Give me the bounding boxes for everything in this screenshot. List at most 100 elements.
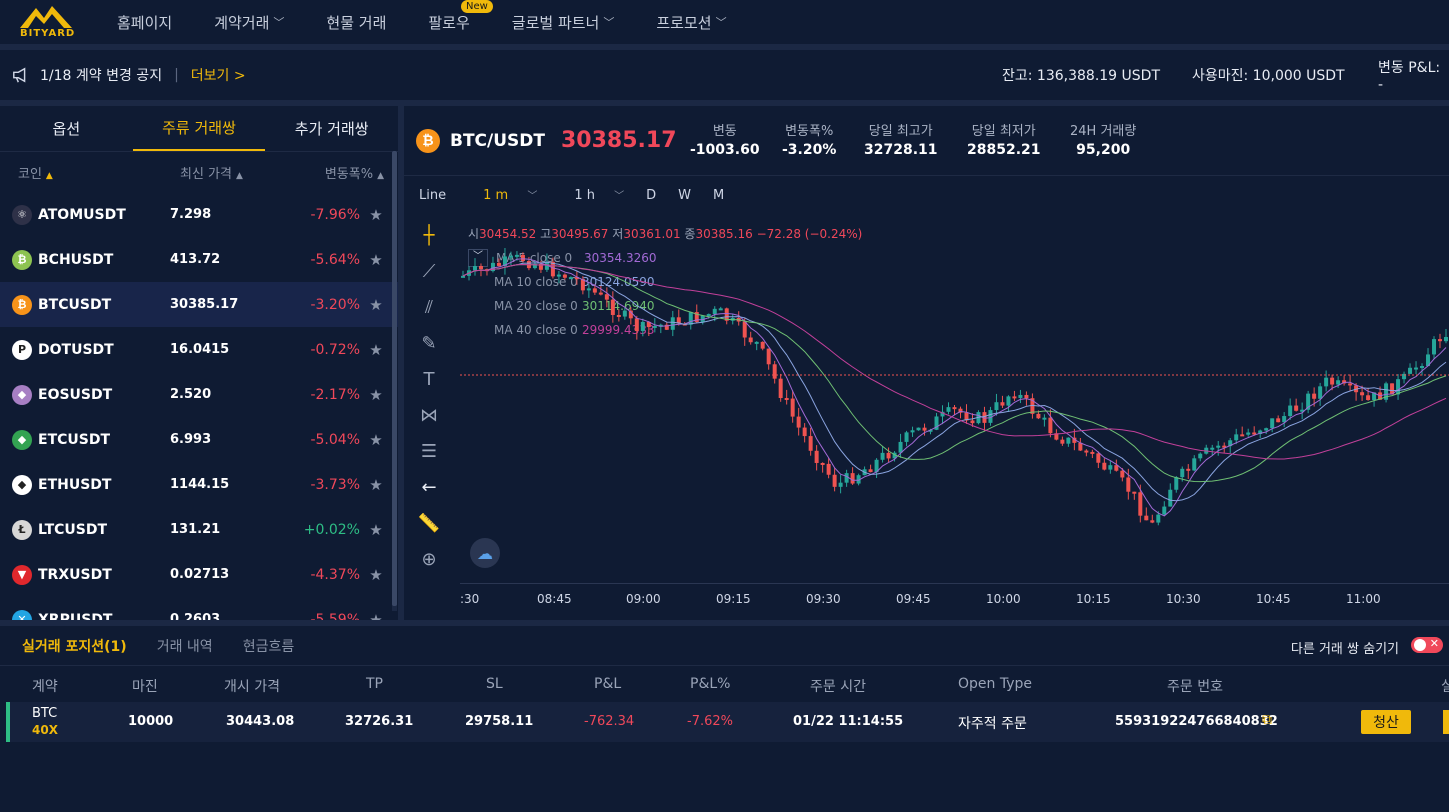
candle-body — [1156, 514, 1161, 523]
interval-1m[interactable]: 1 m ﹀ — [468, 187, 537, 203]
candle-body — [1126, 477, 1131, 492]
chevron-down-icon: ﹀ — [603, 16, 615, 29]
market-row[interactable]: Ł LTCUSDT 131.21 +0.02% ★ — [0, 507, 398, 552]
favorite-star-icon[interactable]: ★ — [369, 565, 383, 584]
candle-body — [1324, 377, 1329, 387]
position-row[interactable]: BTC 40X 10000 30443.08 32726.31 29758.11… — [6, 702, 1449, 742]
favorite-star-icon[interactable]: ★ — [369, 520, 383, 539]
interval-label: 1 m — [483, 188, 509, 203]
positions-panel: 실거래 포지션(1) 거래 내역 현금흐름 다른 거래 쌍 숨기기 ✕ 계약 마… — [0, 626, 1449, 812]
nav-spot[interactable]: 현물 거래 — [305, 0, 407, 44]
candle-body — [640, 321, 645, 332]
candle-body — [568, 277, 573, 280]
tab-options[interactable]: 옵션 — [52, 120, 81, 138]
candle-body — [460, 275, 465, 278]
fib-tool-icon[interactable]: ⫽ — [424, 296, 434, 318]
candle-body — [904, 432, 909, 442]
col-label: 코인 — [18, 166, 42, 182]
candle-body — [1270, 418, 1275, 429]
tab-cash-flow[interactable]: 현금흐름 — [242, 638, 295, 655]
crosshair-icon[interactable]: ┼ — [423, 224, 435, 246]
interval-1h[interactable]: 1 h ﹀ — [559, 187, 624, 203]
market-tabs: 옵션 주류 거래쌍 추가 거래쌍 — [0, 106, 398, 152]
nav-promotion[interactable]: 프로모션 ﹀ — [635, 0, 747, 44]
candlestick-chart[interactable] — [460, 236, 1449, 581]
zoom-in-icon[interactable]: ⊕ — [421, 548, 437, 570]
cloud-icon[interactable]: ☁ — [470, 538, 500, 568]
market-row[interactable]: ◆ ETHUSDT 1144.15 -3.73% ★ — [0, 462, 398, 507]
position-pnl-pct: -7.62% — [687, 714, 733, 729]
trend-line-icon[interactable]: ⟋ — [422, 260, 436, 282]
ticker-bar: ₿ BTC/USDT 30385.17 변동 -1003.60 변동폭% -3.20… — [404, 106, 1449, 176]
close-position-button[interactable]: 청산 — [1361, 710, 1411, 734]
interval-line[interactable]: Line — [419, 187, 447, 203]
tab-live-positions[interactable]: 실거래 포지션(1) — [22, 638, 127, 655]
candle-body — [886, 452, 891, 459]
candle-body — [1366, 395, 1371, 401]
candle-body — [1096, 453, 1101, 463]
favorite-star-icon[interactable]: ★ — [369, 475, 383, 494]
brush-icon[interactable]: ✎ — [421, 332, 437, 354]
candle-body — [1012, 396, 1017, 399]
market-row[interactable]: ✕ XRPUSDT 0.2603 -5.59% ★ — [0, 597, 398, 620]
scrollbar-thumb[interactable] — [392, 151, 397, 606]
candle-body — [868, 469, 873, 473]
coin-change: -3.20% — [310, 296, 360, 313]
market-row[interactable]: P DOTUSDT 16.0415 -0.72% ★ — [0, 327, 398, 372]
tab-trade-history[interactable]: 거래 내역 — [156, 638, 213, 655]
favorite-star-icon[interactable]: ★ — [369, 205, 383, 224]
market-row[interactable]: ▼ TRXUSDT 0.02713 -4.37% ★ — [0, 552, 398, 597]
collapse-legend-icon[interactable]: ﹀ — [468, 249, 488, 267]
nav-label: 프로모션 — [656, 13, 712, 32]
nav-partner[interactable]: 글로벌 파트너 ﹀ — [491, 0, 636, 44]
text-tool-icon[interactable]: T — [423, 368, 435, 390]
more-link[interactable]: 더보기 > — [190, 68, 246, 84]
market-row[interactable]: ₿ BCHUSDT 413.72 -5.64% ★ — [0, 237, 398, 282]
candle-body — [748, 337, 753, 343]
partial-close-button[interactable] — [1443, 710, 1449, 734]
col-coin[interactable]: 코인 ▲ — [0, 163, 170, 182]
favorite-star-icon[interactable]: ★ — [369, 610, 383, 621]
hide-other-pairs-toggle[interactable]: ✕ — [1411, 637, 1443, 653]
interval-w[interactable]: W — [678, 187, 691, 203]
favorite-star-icon[interactable]: ★ — [369, 385, 383, 404]
tab-extra-pairs[interactable]: 추가 거래쌍 — [294, 120, 369, 138]
candle-body — [844, 473, 849, 483]
nav-futures[interactable]: 계약거래 ﹀ — [193, 0, 305, 44]
divider — [0, 100, 1449, 106]
candle-body — [670, 317, 675, 330]
col-change[interactable]: 변동폭% ▲ — [288, 163, 388, 182]
favorite-star-icon[interactable]: ★ — [369, 250, 383, 269]
nav-home[interactable]: 홈페이지 — [96, 0, 193, 44]
ohlc-label: 저 — [612, 227, 624, 241]
favorite-star-icon[interactable]: ★ — [369, 295, 383, 314]
candle-body — [982, 412, 987, 423]
col-price[interactable]: 최신 가격 ▲ — [170, 163, 288, 182]
pattern-tool-icon[interactable]: ⋈ — [420, 404, 438, 426]
market-row[interactable]: ⚛ ATOMUSDT 7.298 -7.96% ★ — [0, 192, 398, 237]
chevron-down-icon: ﹀ — [273, 16, 285, 29]
candle-body — [1312, 393, 1317, 399]
market-row[interactable]: ₿ BTCUSDT 30385.17 -3.20% ★ — [0, 282, 398, 327]
x-axis-label: 09:00 — [626, 592, 661, 606]
ohlc-change: −72.28 (−0.24%) — [756, 227, 863, 241]
market-row[interactable]: ◆ EOSUSDT 2.520 -2.17% ★ — [0, 372, 398, 417]
favorite-star-icon[interactable]: ★ — [369, 430, 383, 449]
measure-tool-icon[interactable]: ☰ — [420, 440, 438, 462]
back-arrow-icon[interactable]: ← — [421, 476, 437, 498]
logo[interactable]: BITYARD — [0, 0, 90, 44]
nav-follow[interactable]: 팔로우 New — [407, 0, 493, 44]
interval-d[interactable]: D — [646, 187, 657, 203]
stat-value: 95,200 — [1076, 142, 1131, 158]
ruler-icon[interactable]: 📏 — [417, 512, 441, 534]
stat-low: 당일 최저가 28852.21 — [967, 120, 1041, 158]
ma-line — [462, 263, 1447, 483]
interval-m[interactable]: M — [712, 187, 725, 203]
notice-text[interactable]: 1/18 계약 변경 공지 — [40, 68, 163, 84]
market-row[interactable]: ◆ ETCUSDT 6.993 -5.04% ★ — [0, 417, 398, 462]
tab-major-pairs[interactable]: 주류 거래쌍 — [132, 106, 266, 151]
favorite-star-icon[interactable]: ★ — [369, 340, 383, 359]
chart-legend: 시30454.52 고30495.67 저30361.01 종30385.16 … — [468, 222, 862, 342]
candle-body — [610, 299, 615, 315]
copy-icon[interactable]: ⧉ — [1262, 712, 1272, 728]
